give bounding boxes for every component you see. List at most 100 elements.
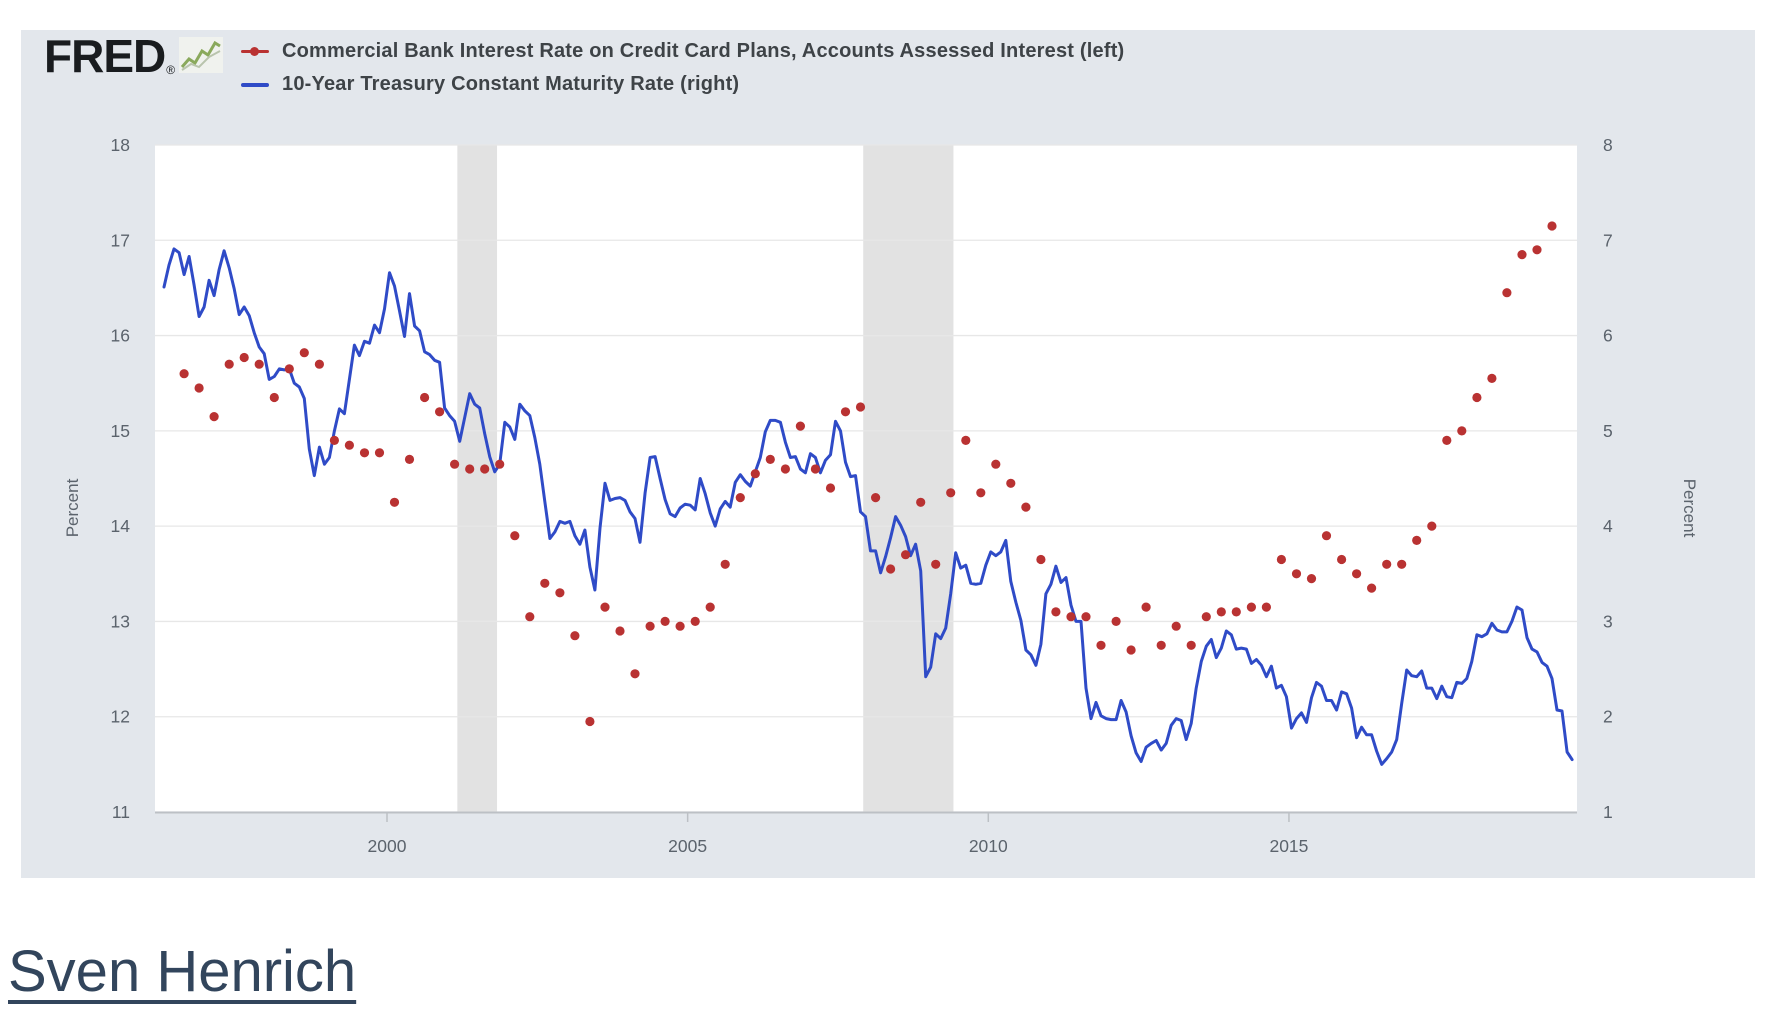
recession-band [457,145,498,812]
data-point [1472,392,1482,403]
data-point [314,359,324,369]
data-point [254,359,264,369]
data-point [825,483,836,493]
fred-logo-text: FRED [44,30,166,82]
left-axis-tick-label: 16 [111,326,130,346]
fred-chart-card: 18 17 16 15 14 13 12 11 8 7 6 5 4 3 2 1 2000 2005 2010 2015… [21,30,1755,878]
data-point [705,602,715,612]
data-point [495,459,505,469]
x-axis-tick-label: 2000 [368,836,407,856]
data-point [871,493,881,503]
data-point [480,464,490,474]
data-point [901,550,911,560]
data-point [645,621,655,631]
data-point [1111,616,1121,627]
left-axis-tick-label: 18 [111,135,130,155]
data-point [1186,640,1196,650]
sven-henrich-link[interactable]: Sven Henrich [8,939,357,1004]
right-axis-tick-label: 4 [1603,516,1613,536]
chart-legend: Commercial Bank Interest Rate on Credit … [240,35,1124,101]
data-point [1126,645,1136,655]
data-point [224,359,234,369]
left-axis-tick-label: 17 [111,230,130,250]
plot-area: 18 17 16 15 14 13 12 11 8 7 6 5 4 3 2 1 2000 2005 2010 2015 [111,135,1613,856]
right-axis-tick-label: 5 [1603,421,1613,441]
data-point [359,448,370,458]
data-point [525,612,535,622]
left-axis-tick-label: 14 [111,516,131,536]
credit-card-rate-scatter-series [179,221,1557,727]
data-point [765,454,775,464]
data-point [615,626,625,636]
data-point [374,448,385,458]
data-point [780,464,791,474]
data-point [886,564,896,574]
data-point [570,631,580,641]
data-point [991,459,1001,469]
left-axis-tick-label: 12 [111,707,130,727]
data-point [299,348,309,358]
data-point [450,459,460,469]
data-point [585,716,595,727]
data-point [1367,583,1377,593]
data-point [209,412,219,422]
data-point [510,531,520,541]
data-point [1382,559,1392,569]
data-point [1201,612,1211,622]
data-point [1502,288,1512,298]
data-point [1096,640,1106,650]
sparkline-icon [179,37,224,78]
legend-item-treasury-rate: 10-Year Treasury Constant Maturity Rate … [240,68,1124,101]
right-axis-tick-label: 1 [1603,802,1613,822]
data-point [1036,554,1046,565]
data-point [1261,602,1271,612]
data-point [735,493,745,503]
right-axis-tick-label: 8 [1603,135,1613,155]
data-point [1442,435,1452,445]
right-axis-tick-label: 2 [1603,707,1613,727]
data-point [1081,612,1091,622]
data-point [1517,250,1527,260]
left-axis-tick-label: 11 [112,802,130,822]
red-line-dot-marker-icon [240,47,270,56]
data-point [404,454,415,464]
data-point [976,488,986,498]
data-point [1051,607,1061,617]
axis-tick-labels: 18 17 16 15 14 13 12 11 8 7 6 5 4 3 2 1 2000 2005 2010 2015 [111,135,1613,856]
data-point [555,588,565,598]
data-point [946,488,956,498]
data-point [1321,531,1332,541]
data-point [1291,569,1302,579]
x-tick-marks [386,813,1290,822]
data-point [1427,521,1437,531]
left-axis-title: Percent [63,478,82,538]
data-point [1171,621,1181,631]
data-point [630,669,640,679]
data-point [660,616,670,627]
registered-mark: ® [166,63,176,77]
recession-bands [457,145,954,812]
x-axis-tick-label: 2005 [668,836,707,856]
data-point [1141,602,1151,612]
data-point [1532,245,1542,255]
legend-label-treasury-rate: 10-Year Treasury Constant Maturity Rate … [282,73,740,95]
x-axis-tick-label: 2010 [969,836,1008,856]
data-point [795,421,806,431]
right-axis-title: Percent [1680,478,1699,538]
data-point [1156,640,1166,650]
left-axis-tick-label: 13 [111,611,130,631]
data-point [1216,607,1226,617]
fred-logo: FRED ® [44,30,224,82]
data-point [269,392,279,403]
data-point [1231,607,1241,617]
data-point [1066,612,1076,622]
right-axis-tick-label: 7 [1603,230,1613,250]
left-axis-tick-label: 15 [111,421,130,441]
data-point [1337,554,1347,565]
data-point [810,464,821,474]
data-point [194,383,204,393]
treasury-rate-line-series [162,247,1574,766]
data-point [720,559,730,569]
data-point [916,497,926,507]
